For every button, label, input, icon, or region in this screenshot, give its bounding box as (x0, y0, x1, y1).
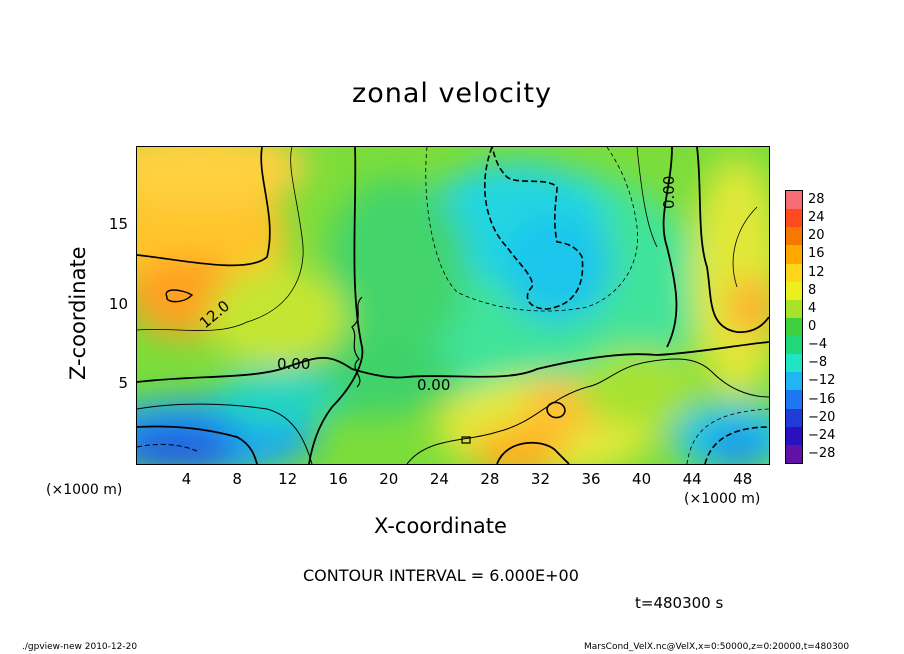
contour-interval-note: CONTOUR INTERVAL = 6.000E+00 (303, 566, 579, 585)
x-tick-label: 28 (480, 470, 500, 488)
colorbar (785, 190, 803, 464)
colorbar-label: −16 (808, 391, 836, 407)
colorbar-label: −20 (808, 409, 836, 425)
colorbar-label: −8 (808, 355, 828, 371)
x-tick-label: 48 (733, 470, 753, 488)
colorbar-segment (786, 299, 802, 319)
contour-label-12: 12.0 (196, 297, 233, 332)
footer-right-text: MarsCond_VelX.nc@VelX,x=0:50000,z=0:2000… (584, 642, 850, 652)
y-tick-label: 10 (108, 294, 128, 313)
colorbar-segment (786, 281, 802, 301)
contour-label-zero-center: 0.00 (417, 376, 450, 394)
x-tick-label: 8 (232, 470, 242, 488)
heatmap-field (137, 147, 769, 464)
footer-left-text: ./gpview-new 2010-12-20 (22, 642, 138, 652)
colorbar-segment (786, 245, 802, 265)
x-unit-label-right: (×1000 m) (684, 491, 761, 507)
colorbar-label: 16 (808, 246, 825, 262)
x-tick-label: 40 (632, 470, 652, 488)
colorbar-label: 8 (808, 282, 817, 298)
colorbar-label: 24 (808, 210, 825, 226)
colorbar-segment (786, 191, 802, 210)
colorbar-segment (786, 263, 802, 283)
colorbar-segment (786, 227, 802, 246)
x-axis-label: X-coordinate (374, 514, 507, 538)
colorbar-segment (786, 209, 802, 228)
colorbar-label: −4 (808, 337, 828, 353)
colorbar-segment (786, 372, 802, 391)
contour-label-layer: 12.0 0.00 0.00 0.00 (196, 176, 678, 394)
contour-lines (137, 147, 769, 464)
x-tick-label: 12 (278, 470, 298, 488)
x-tick-label: 4 (181, 470, 192, 488)
colorbar-segment (786, 317, 802, 337)
contour-label-zero-left: 0.00 (277, 355, 310, 373)
y-tick-label: 15 (108, 215, 128, 234)
x-tick-label: 36 (581, 470, 601, 488)
y-tick-label: 5 (118, 373, 128, 392)
colorbar-segment (786, 444, 802, 464)
chart-title: zonal velocity (352, 78, 552, 109)
x-tick-label: 20 (379, 470, 399, 488)
colorbar-segment (786, 408, 802, 428)
colorbar-segment (786, 390, 802, 410)
colorbar-label: −24 (808, 427, 836, 443)
time-stamp: t=480300 s (635, 594, 724, 612)
contour-label-zero-right: 0.00 (660, 176, 678, 209)
colorbar-segment (786, 336, 802, 355)
x-tick-label: 16 (328, 470, 348, 488)
colorbar-label: 12 (808, 264, 825, 280)
colorbar-label: 0 (808, 319, 817, 334)
colorbar-label: 4 (808, 300, 817, 316)
colorbar-label: 28 (808, 192, 825, 208)
colorbar-segment (786, 354, 802, 373)
field-blobs (137, 147, 769, 464)
colorbar-label: −28 (808, 445, 836, 461)
colorbar-label: −12 (808, 373, 836, 389)
colorbar-label: 20 (808, 228, 825, 244)
x-tick-label: 44 (682, 470, 702, 488)
x-tick-label: 24 (429, 470, 449, 488)
colorbar-segment (786, 426, 802, 446)
x-unit-label-left: (×1000 m) (46, 482, 123, 498)
y-axis-label: Z-coordinate (66, 246, 90, 380)
plot-area: 12.0 0.00 0.00 0.00 (136, 146, 770, 465)
x-tick-label: 32 (530, 470, 551, 488)
